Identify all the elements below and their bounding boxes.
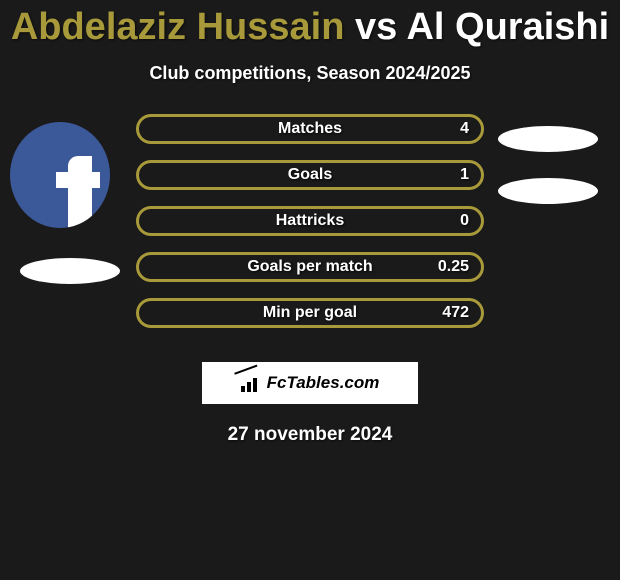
facebook-f-icon-cross xyxy=(56,172,100,188)
stat-value: 0 xyxy=(460,212,469,230)
comparison-title: Abdelaziz Hussain vs Al Quraishi xyxy=(0,0,620,49)
stat-value: 1 xyxy=(460,166,469,184)
stat-label: Min per goal xyxy=(263,304,357,322)
stat-row-matches: Matches 4 xyxy=(136,114,484,144)
stat-label: Goals xyxy=(288,166,332,184)
stat-row-goals: Goals 1 xyxy=(136,160,484,190)
stat-label: Goals per match xyxy=(247,258,372,276)
player1-avatar xyxy=(10,122,110,228)
stat-row-min-per-goal: Min per goal 472 xyxy=(136,298,484,328)
brand-inner: FcTables.com xyxy=(241,373,380,393)
player2-name: Al Quraishi xyxy=(406,6,609,48)
stat-label: Hattricks xyxy=(276,212,344,230)
player2-stat-ellipse-2 xyxy=(498,178,598,204)
player2-stat-ellipse-1 xyxy=(498,126,598,152)
stat-row-hattricks: Hattricks 0 xyxy=(136,206,484,236)
subtitle: Club competitions, Season 2024/2025 xyxy=(0,63,620,84)
date-label: 27 november 2024 xyxy=(0,424,620,446)
stat-value: 4 xyxy=(460,120,469,138)
brand-badge: FcTables.com xyxy=(202,362,418,404)
brand-text: FcTables.com xyxy=(267,373,380,393)
chart-icon xyxy=(241,374,263,392)
stat-row-goals-per-match: Goals per match 0.25 xyxy=(136,252,484,282)
vs-separator: vs xyxy=(355,6,397,48)
facebook-f-icon xyxy=(68,156,92,228)
stat-label: Matches xyxy=(278,120,342,138)
player1-name: Abdelaziz Hussain xyxy=(11,6,345,48)
stat-bars: Matches 4 Goals 1 Hattricks 0 Goals per … xyxy=(136,114,484,344)
stat-value: 0.25 xyxy=(438,258,469,276)
player1-stat-ellipse xyxy=(20,258,120,284)
stat-value: 472 xyxy=(442,304,469,322)
